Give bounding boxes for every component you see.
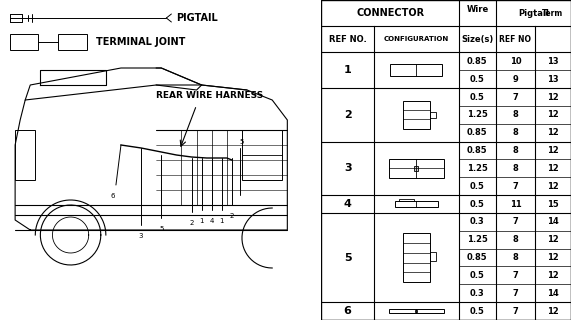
- Bar: [15, 130, 35, 180]
- Bar: [242, 130, 282, 180]
- Text: 13: 13: [547, 57, 558, 66]
- Text: 1: 1: [219, 218, 224, 224]
- Text: 0.85: 0.85: [467, 128, 488, 137]
- Text: REF NO.: REF NO.: [329, 35, 367, 44]
- Text: 7: 7: [513, 92, 518, 101]
- Text: 6: 6: [344, 306, 352, 316]
- Text: 14: 14: [547, 217, 559, 227]
- Text: 4: 4: [344, 199, 352, 209]
- Bar: [10, 34, 38, 50]
- Text: 8: 8: [513, 146, 518, 155]
- Text: 0.5: 0.5: [470, 200, 485, 209]
- Text: 14: 14: [547, 289, 559, 298]
- Text: REF NO: REF NO: [500, 35, 532, 44]
- Text: 12: 12: [547, 128, 559, 137]
- Text: 3: 3: [139, 233, 143, 239]
- Text: Term: Term: [542, 9, 564, 18]
- Text: CONNECTOR: CONNECTOR: [356, 8, 424, 18]
- Text: REAR WIRE HARNESS: REAR WIRE HARNESS: [156, 91, 264, 100]
- Text: 2: 2: [190, 220, 194, 226]
- Text: 1: 1: [344, 65, 352, 75]
- Text: 9: 9: [513, 75, 518, 84]
- Bar: [403, 101, 430, 129]
- Bar: [391, 64, 443, 76]
- Bar: [389, 159, 444, 178]
- Text: 8: 8: [513, 164, 518, 173]
- Text: 0.5: 0.5: [470, 182, 485, 191]
- Text: 4: 4: [210, 218, 214, 224]
- Text: 15: 15: [547, 200, 559, 209]
- Text: 1.25: 1.25: [467, 235, 488, 244]
- Text: 12: 12: [547, 164, 559, 173]
- Text: 8: 8: [513, 235, 518, 244]
- Text: 11: 11: [509, 200, 521, 209]
- Bar: [403, 233, 430, 282]
- Bar: [430, 112, 436, 118]
- Text: 1.25: 1.25: [467, 164, 488, 173]
- Text: 0.3: 0.3: [470, 217, 485, 227]
- Text: 13: 13: [547, 75, 558, 84]
- Text: 8: 8: [513, 128, 518, 137]
- Text: 0.85: 0.85: [467, 253, 488, 262]
- Text: 0.5: 0.5: [470, 307, 485, 316]
- Text: 6: 6: [111, 193, 115, 199]
- Text: 12: 12: [547, 92, 559, 101]
- Text: 0.5: 0.5: [470, 271, 485, 280]
- Text: Wire: Wire: [467, 5, 489, 14]
- Bar: [389, 309, 444, 314]
- Text: 12: 12: [547, 235, 559, 244]
- Text: 2: 2: [344, 110, 352, 120]
- Text: 12: 12: [547, 307, 559, 316]
- Bar: [415, 166, 418, 171]
- Text: 8: 8: [513, 110, 518, 119]
- Text: 0.5: 0.5: [470, 75, 485, 84]
- Text: 1.25: 1.25: [467, 110, 488, 119]
- Text: 5: 5: [159, 226, 163, 232]
- Text: 0.85: 0.85: [467, 146, 488, 155]
- Text: 7: 7: [513, 217, 518, 227]
- Text: 1: 1: [199, 218, 204, 224]
- Text: 12: 12: [547, 253, 559, 262]
- Text: 7: 7: [513, 271, 518, 280]
- Text: 7: 7: [513, 307, 518, 316]
- Bar: [395, 201, 438, 207]
- Text: 7: 7: [513, 289, 518, 298]
- Bar: [399, 199, 414, 201]
- Bar: [415, 310, 417, 312]
- Text: 12: 12: [547, 182, 559, 191]
- Text: Size(s): Size(s): [461, 35, 493, 44]
- Text: 10: 10: [510, 57, 521, 66]
- Text: 8: 8: [513, 253, 518, 262]
- Text: 0.3: 0.3: [470, 289, 485, 298]
- Text: TERMINAL JOINT: TERMINAL JOINT: [96, 37, 185, 47]
- Text: 5: 5: [344, 252, 352, 263]
- Text: PIGTAIL: PIGTAIL: [176, 13, 218, 23]
- Text: 0.5: 0.5: [470, 92, 485, 101]
- Text: 12: 12: [547, 110, 559, 119]
- Text: 3: 3: [344, 164, 352, 173]
- Bar: [58, 34, 87, 50]
- Text: 12: 12: [547, 146, 559, 155]
- Bar: [430, 252, 436, 260]
- Text: 0.85: 0.85: [467, 57, 488, 66]
- Text: 5: 5: [240, 139, 244, 145]
- Text: 12: 12: [547, 271, 559, 280]
- Text: CONFIGURATION: CONFIGURATION: [384, 36, 449, 42]
- Text: Pigtail: Pigtail: [518, 9, 549, 18]
- Text: 2: 2: [230, 213, 234, 219]
- Text: 7: 7: [513, 182, 518, 191]
